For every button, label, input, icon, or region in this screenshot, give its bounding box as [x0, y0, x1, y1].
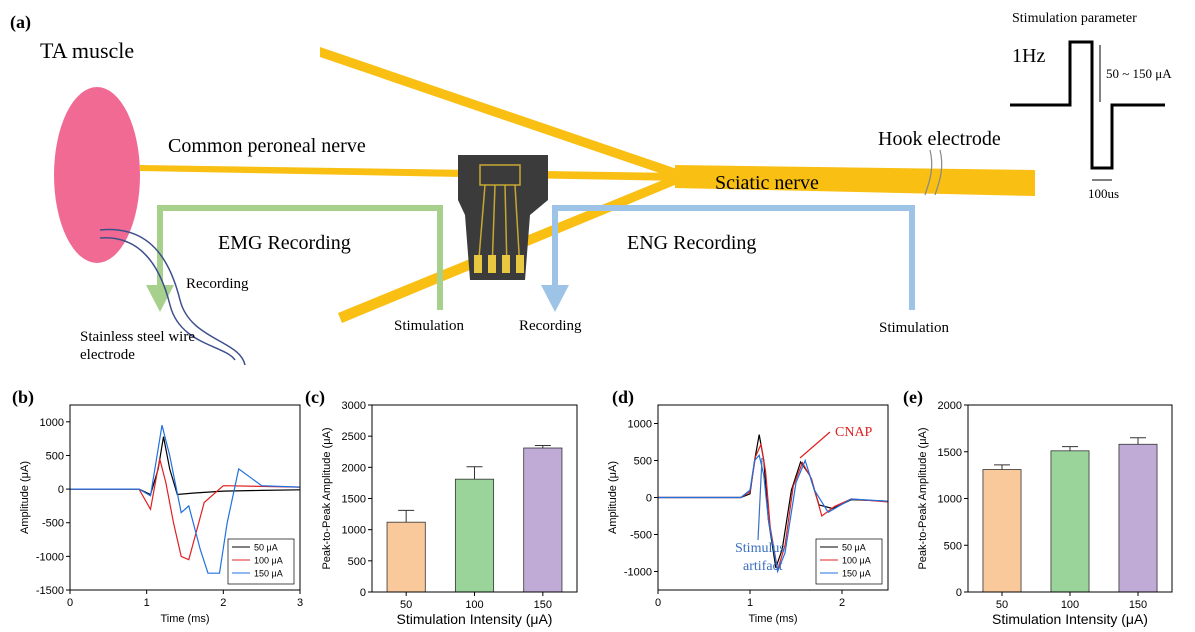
x-tick-label: 0: [67, 597, 73, 609]
label: Recording: [186, 276, 249, 292]
y-axis-label: Peak-to-Peak Amplitude (μA): [917, 427, 929, 569]
label: ENG Recording: [627, 232, 756, 254]
label: 50 ~ 150 μA: [1106, 66, 1172, 81]
annotation: artifact: [743, 559, 783, 574]
y-tick-label: 2500: [342, 431, 366, 443]
y-tick-label: -1500: [36, 585, 64, 597]
label: Stimulation: [879, 320, 950, 336]
legend-label: 50 μA: [254, 543, 278, 553]
y-tick-label: 3000: [342, 400, 366, 412]
x-tick-label: 100: [1061, 599, 1079, 611]
label: EMG Recording: [218, 232, 351, 254]
device: [458, 155, 548, 280]
pad: [516, 255, 524, 273]
pad: [502, 255, 510, 273]
x-tick-label: 2: [220, 597, 226, 609]
label: Sciatic nerve: [715, 172, 819, 194]
label: TA muscle: [40, 38, 134, 63]
x-tick-label: 50: [400, 599, 412, 611]
error-bar: [1130, 438, 1146, 445]
label: Stimulation parameter: [1012, 11, 1137, 26]
panel-label: (c): [305, 387, 325, 408]
label: electrode: [80, 347, 135, 363]
label: Recording: [519, 318, 582, 334]
legend-label: 100 μA: [254, 556, 283, 566]
y-tick-label: 0: [956, 587, 962, 599]
bar: [1051, 451, 1089, 592]
x-tick-label: 50: [996, 599, 1008, 611]
error-bar: [398, 510, 414, 522]
y-tick-label: 1500: [938, 447, 962, 459]
y-tick-label: 500: [634, 456, 652, 468]
x-axis-label: Stimulation Intensity (μA): [397, 611, 553, 627]
x-tick-label: 150: [534, 599, 552, 611]
label: Stimulation: [394, 318, 465, 334]
nerve: [140, 165, 680, 181]
label: Common peroneal nerve: [168, 135, 366, 157]
legend-label: 150 μA: [254, 569, 283, 579]
error-bar: [1062, 447, 1078, 451]
x-tick-label: 100: [465, 599, 483, 611]
panel-label: (d): [612, 387, 634, 408]
x-tick-label: 3: [297, 597, 303, 609]
arrow: [541, 285, 569, 312]
arrow: [146, 285, 174, 312]
x-tick-label: 150: [1129, 599, 1147, 611]
annotation-arrow: [758, 458, 762, 540]
y-tick-label: 0: [646, 493, 652, 505]
y-tick-label: 1500: [342, 494, 366, 506]
y-tick-label: 1000: [40, 417, 64, 429]
x-axis-label: Stimulation Intensity (μA): [992, 611, 1148, 627]
muscle: [54, 87, 140, 263]
legend-label: 150 μA: [842, 569, 871, 579]
y-tick-label: 0: [58, 484, 64, 496]
y-axis-label: Amplitude (μA): [19, 461, 31, 534]
panel-label: (a): [10, 12, 31, 33]
y-tick-label: 1000: [342, 525, 366, 537]
diagram: (a) TA muscle Common peroneal nerve EMG …: [10, 11, 1172, 365]
y-axis-label: Peak-to-Peak Amplitude (μA): [321, 427, 333, 569]
y-tick-label: 2000: [938, 400, 962, 412]
figure: (a) TA muscle Common peroneal nerve EMG …: [0, 0, 1195, 632]
x-tick-label: 1: [144, 597, 150, 609]
bar: [524, 448, 562, 592]
y-tick-label: 0: [360, 587, 366, 599]
x-tick-label: 2: [839, 597, 845, 609]
y-tick-label: 1000: [628, 419, 652, 431]
x-tick-label: 1: [747, 597, 753, 609]
eng-path: [555, 208, 912, 310]
x-axis-label: Time (ms): [748, 613, 797, 625]
legend-label: 50 μA: [842, 543, 866, 553]
annotation: Stimulus: [735, 541, 785, 556]
y-tick-label: 500: [348, 556, 366, 568]
error-bar: [467, 467, 483, 479]
y-tick-label: -1000: [624, 567, 652, 579]
annotation: CNAP: [835, 425, 873, 440]
bar: [983, 470, 1021, 592]
y-tick-label: 2000: [342, 462, 366, 474]
y-tick-label: 500: [944, 540, 962, 552]
error-bar: [994, 465, 1010, 470]
annotation-arrow: [800, 432, 830, 458]
legend-label: 100 μA: [842, 556, 871, 566]
label: 1Hz: [1012, 45, 1045, 67]
panel-label: (b): [12, 387, 34, 408]
bar: [455, 479, 493, 592]
y-tick-label: -500: [630, 530, 652, 542]
x-axis-label: Time (ms): [160, 613, 209, 625]
y-tick-label: 500: [46, 450, 64, 462]
bar: [1119, 444, 1157, 592]
pad: [488, 255, 496, 273]
y-tick-label: 1000: [938, 494, 962, 506]
pad: [474, 255, 482, 273]
panel-label: (e): [903, 387, 923, 408]
y-axis-label: Amplitude (μA): [607, 461, 619, 534]
label: Hook electrode: [878, 128, 1001, 150]
x-tick-label: 0: [655, 597, 661, 609]
y-tick-label: -500: [42, 518, 64, 530]
y-tick-label: -1000: [36, 551, 64, 563]
label: 100us: [1088, 186, 1119, 201]
label: Stainless steel wire: [80, 329, 195, 345]
bar: [387, 522, 425, 592]
